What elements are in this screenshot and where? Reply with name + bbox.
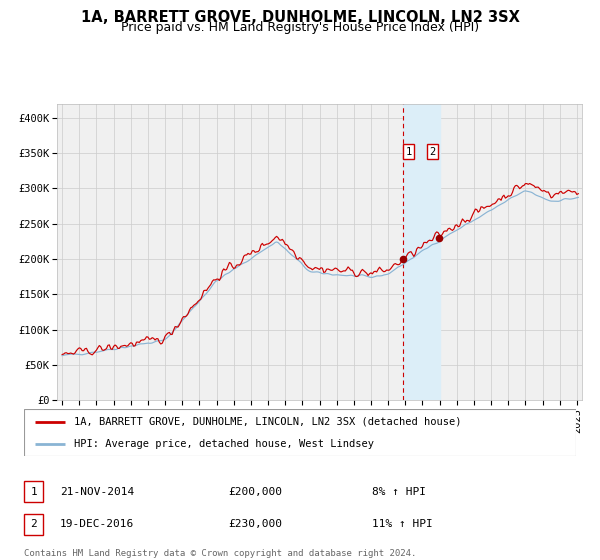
Text: 21-NOV-2014: 21-NOV-2014 bbox=[60, 487, 134, 497]
Bar bbox=[403, 104, 440, 400]
Text: 8% ↑ HPI: 8% ↑ HPI bbox=[372, 487, 426, 497]
Text: 1: 1 bbox=[30, 487, 37, 497]
Text: Price paid vs. HM Land Registry's House Price Index (HPI): Price paid vs. HM Land Registry's House … bbox=[121, 21, 479, 34]
Text: HPI: Average price, detached house, West Lindsey: HPI: Average price, detached house, West… bbox=[74, 438, 374, 449]
Text: £200,000: £200,000 bbox=[228, 487, 282, 497]
Text: 2: 2 bbox=[30, 519, 37, 529]
Text: 1A, BARRETT GROVE, DUNHOLME, LINCOLN, LN2 3SX (detached house): 1A, BARRETT GROVE, DUNHOLME, LINCOLN, LN… bbox=[74, 417, 461, 427]
Text: 2: 2 bbox=[430, 147, 436, 157]
Text: 11% ↑ HPI: 11% ↑ HPI bbox=[372, 519, 433, 529]
Text: 19-DEC-2016: 19-DEC-2016 bbox=[60, 519, 134, 529]
Text: 1A, BARRETT GROVE, DUNHOLME, LINCOLN, LN2 3SX: 1A, BARRETT GROVE, DUNHOLME, LINCOLN, LN… bbox=[80, 10, 520, 25]
Text: Contains HM Land Registry data © Crown copyright and database right 2024.: Contains HM Land Registry data © Crown c… bbox=[24, 549, 416, 558]
Text: £230,000: £230,000 bbox=[228, 519, 282, 529]
Text: 1: 1 bbox=[406, 147, 412, 157]
